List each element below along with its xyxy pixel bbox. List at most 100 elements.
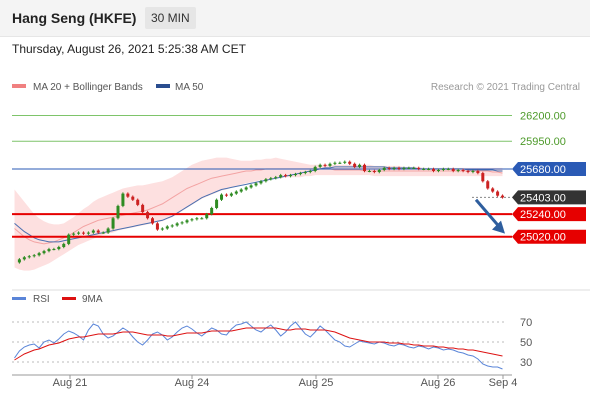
rsi-tick-label: 50 — [520, 337, 532, 349]
candle-body — [402, 167, 406, 169]
x-tick-label: Sep 4 — [489, 377, 518, 389]
candle-body — [362, 164, 366, 171]
current-price-tag — [512, 190, 586, 205]
candle-body — [116, 205, 120, 219]
level-label-resistance: 26200.00 — [520, 111, 566, 123]
candle-body — [165, 226, 169, 229]
candle-body — [121, 193, 125, 206]
level-label-pivot: 25680.00 — [520, 164, 566, 176]
header-bar: Hang Seng (HKFE) 30 MIN — [0, 0, 590, 37]
legend-label-9ma: 9MA — [82, 294, 103, 305]
candle-body — [111, 218, 115, 229]
candle-body — [190, 219, 194, 221]
candle-body — [289, 175, 293, 177]
x-tick-label: Aug 24 — [175, 377, 210, 389]
candle-body — [397, 167, 401, 169]
candle-body — [72, 233, 76, 235]
timeframe-badge[interactable]: 30 MIN — [145, 7, 196, 29]
candle-body — [432, 168, 436, 171]
legend-label-bollinger: MA 20 + Bollinger Bands — [33, 82, 143, 93]
candle-body — [200, 218, 204, 220]
legend-swatch-bollinger — [12, 84, 26, 88]
candle-body — [136, 199, 140, 205]
candle-body — [160, 228, 164, 230]
candle-body — [269, 178, 273, 180]
rsi-9ma-line — [14, 327, 503, 361]
candle-body — [486, 181, 490, 189]
candle-body — [407, 167, 411, 169]
ma20-line — [14, 168, 503, 245]
candle-body — [436, 169, 440, 171]
candle-body — [476, 171, 480, 174]
candle-body — [86, 232, 90, 234]
candle-body — [441, 168, 445, 170]
legend-label-ma50: MA 50 — [175, 82, 204, 93]
candle-body — [180, 222, 184, 224]
candle-body — [274, 177, 278, 179]
level-label-support: 25240.00 — [520, 209, 566, 221]
candle-body — [27, 256, 31, 258]
candle-body — [491, 188, 495, 192]
level-tag-support — [512, 229, 586, 244]
candle-body — [37, 253, 41, 256]
candle-body — [151, 218, 155, 224]
candle-body — [17, 259, 21, 263]
candle-body — [353, 163, 357, 167]
candle-body — [229, 193, 233, 196]
candle-body — [298, 173, 302, 175]
timestamp: Thursday, August 26, 2021 5:25:38 AM CET — [12, 42, 246, 56]
candle-body — [293, 174, 297, 176]
legend-swatch-ma50 — [156, 84, 170, 88]
current-price-label: 25403.00 — [520, 192, 566, 204]
candle-body — [446, 168, 450, 170]
candle-body — [234, 191, 238, 194]
rsi-tick-label: 70 — [520, 317, 532, 329]
candle-body — [205, 214, 209, 219]
candle-body — [501, 195, 505, 198]
candle-body — [412, 167, 416, 169]
candle-body — [358, 164, 362, 167]
candle-body — [382, 167, 386, 170]
candle-body — [303, 172, 307, 174]
candle-body — [417, 167, 421, 169]
candle-body — [42, 251, 46, 254]
candle-body — [259, 181, 263, 184]
candle-body — [249, 185, 253, 188]
bollinger-band — [14, 157, 503, 271]
legend-swatch-9ma — [62, 297, 76, 300]
candle-body — [451, 168, 455, 171]
candle-body — [461, 169, 465, 171]
forecast-arrow-shaft — [474, 198, 502, 229]
candle-body — [323, 164, 327, 166]
candle-body — [126, 193, 130, 197]
legend-label-rsi: RSI — [33, 294, 50, 305]
candle-body — [185, 220, 189, 223]
candle-body — [313, 166, 317, 171]
candle-body — [264, 179, 268, 182]
instrument-title: Hang Seng (HKFE) — [12, 10, 137, 26]
candle-body — [146, 212, 150, 219]
level-tag-support — [512, 207, 586, 222]
candle-body — [328, 163, 332, 166]
candle-body — [466, 171, 470, 173]
candle-body — [22, 257, 26, 260]
candle-body — [220, 194, 224, 200]
candle-body — [47, 249, 51, 252]
x-tick-label: Aug 25 — [299, 377, 334, 389]
candle-body — [318, 164, 322, 167]
candle-body — [96, 230, 100, 233]
copyright-text: Research © 2021 Trading Central — [431, 82, 580, 93]
candle-body — [77, 232, 81, 234]
level-tag-pivot — [512, 161, 586, 176]
candle-body — [175, 223, 179, 226]
candle-body — [456, 169, 460, 171]
level-label-resistance: 25950.00 — [520, 136, 566, 148]
candle-body — [170, 225, 174, 227]
candle-body — [155, 223, 159, 230]
rsi-line — [14, 321, 503, 370]
candle-body — [224, 194, 228, 196]
candle-body — [215, 199, 219, 208]
candle-body — [279, 175, 283, 178]
candle-body — [101, 232, 105, 234]
